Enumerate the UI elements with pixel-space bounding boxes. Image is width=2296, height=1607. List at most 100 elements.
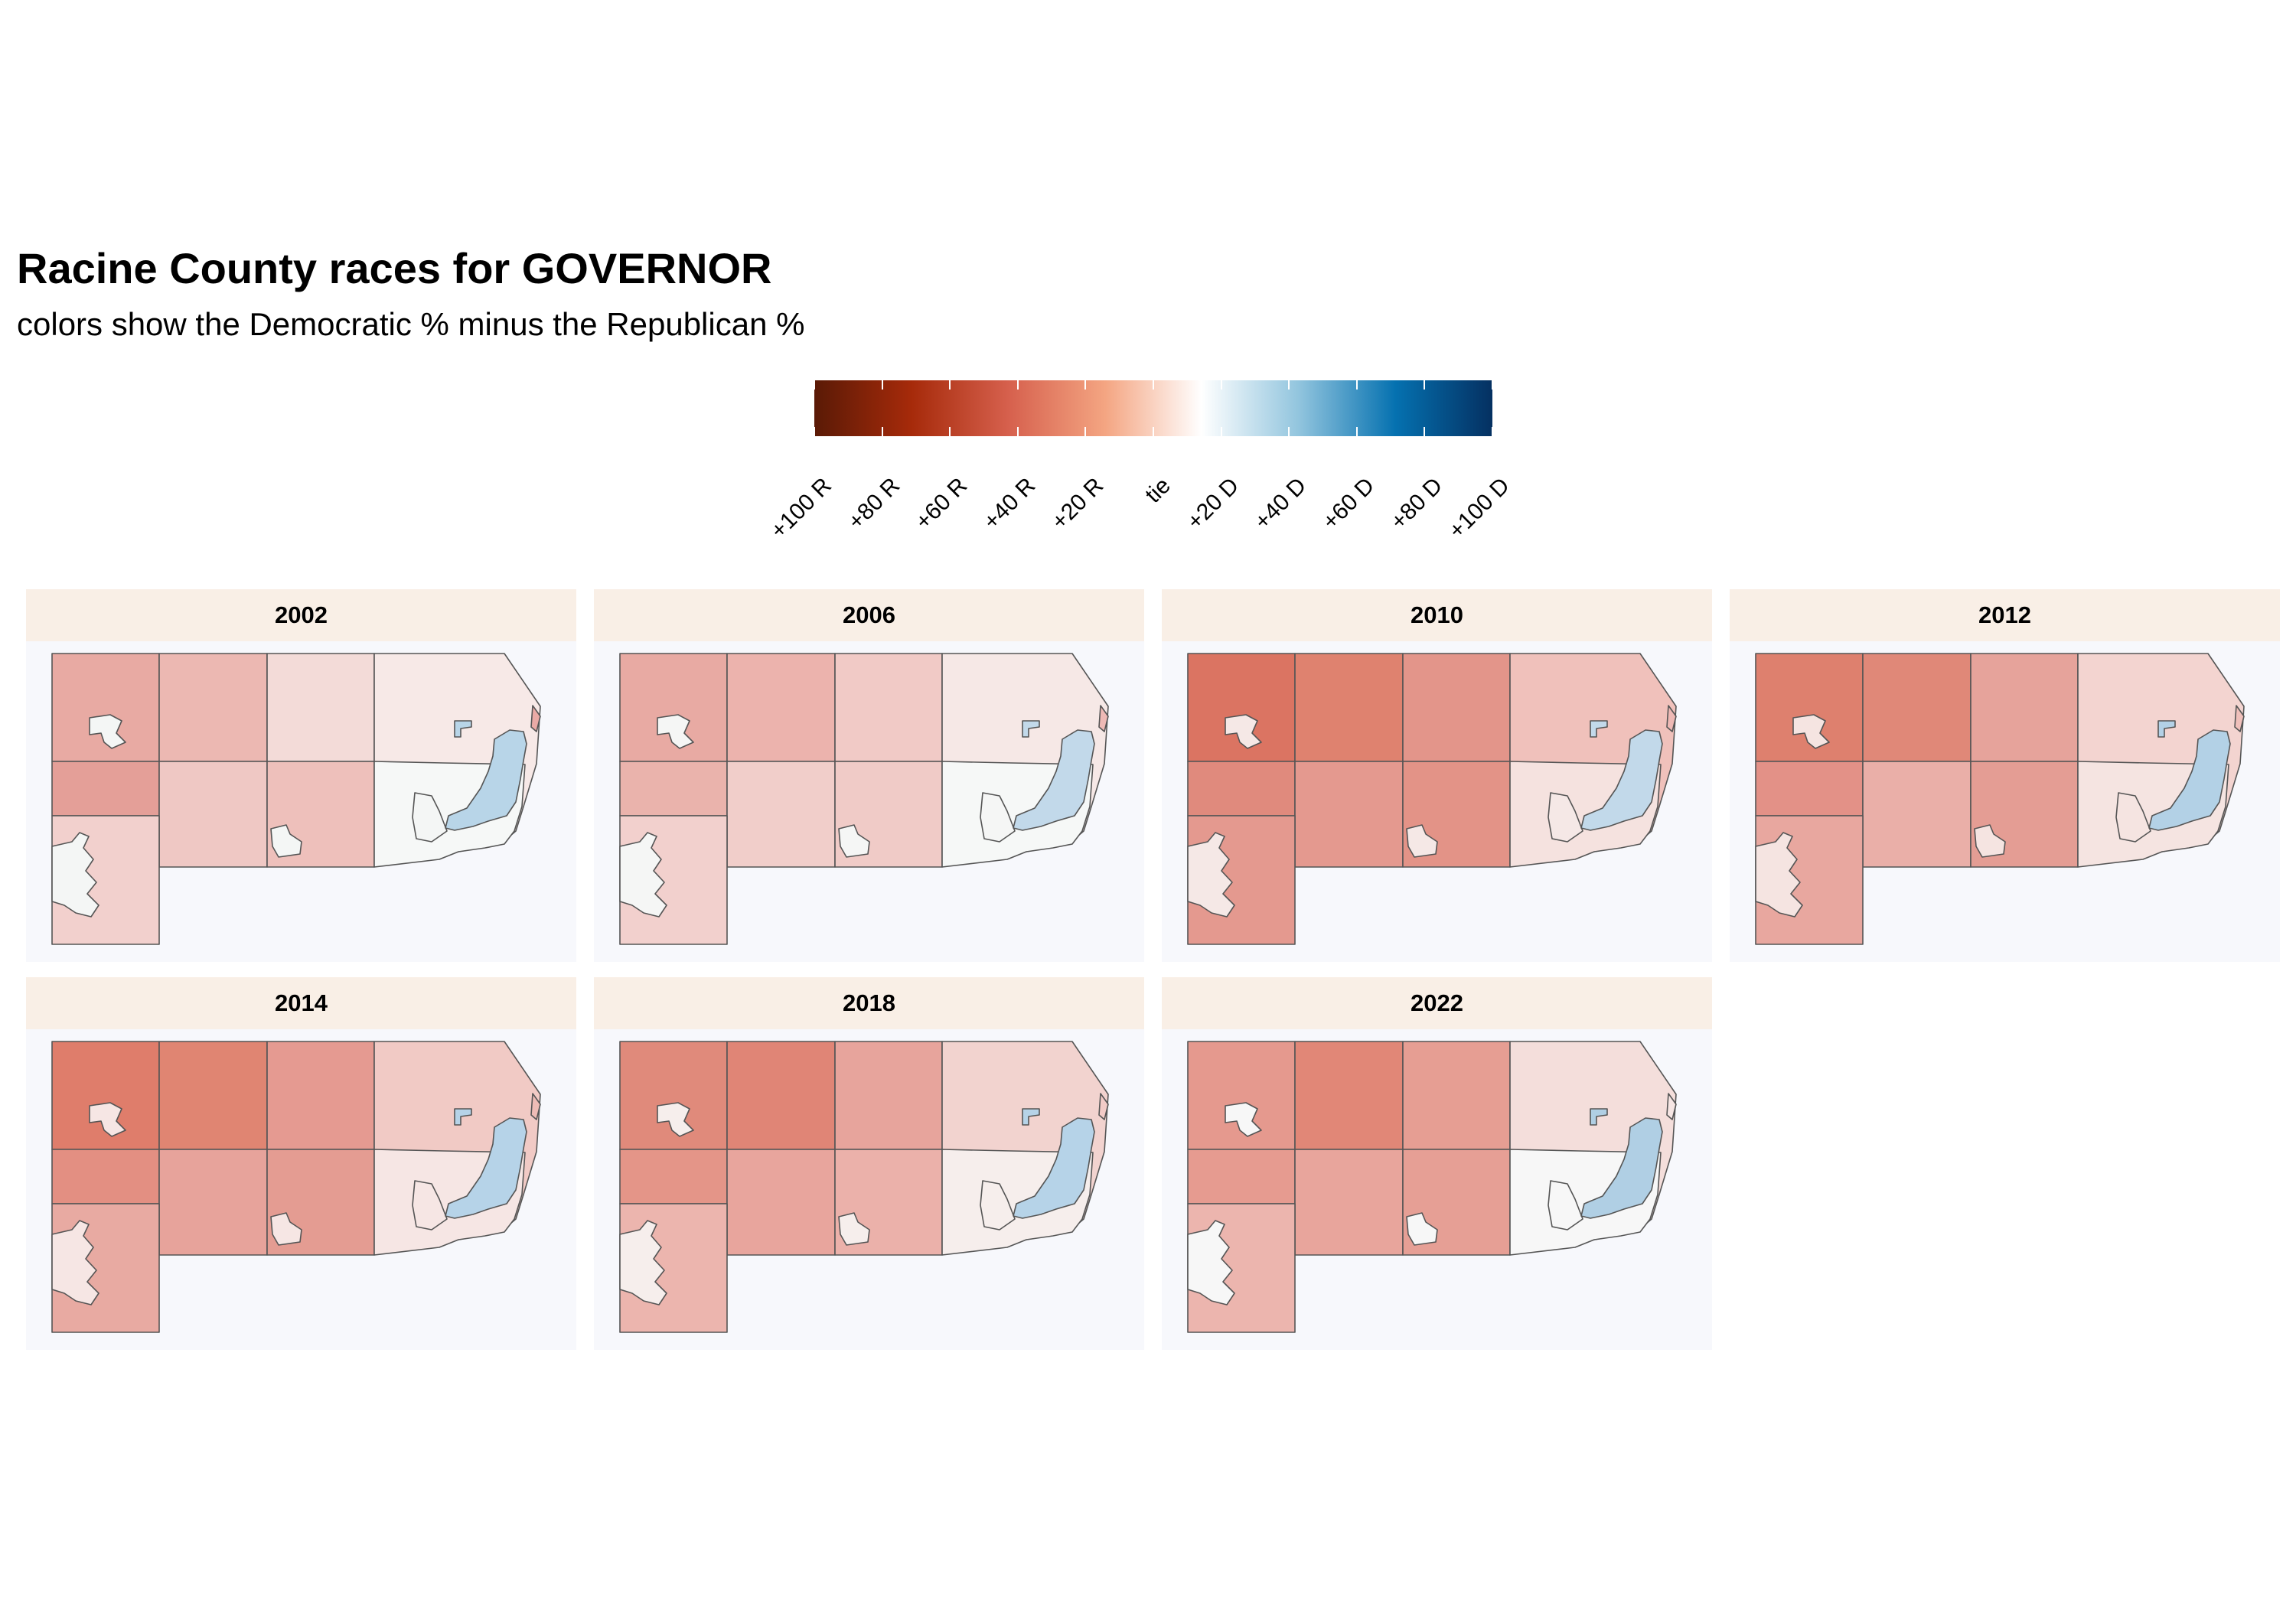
municipality-village [980,1180,1016,1231]
municipality-city [445,729,527,831]
municipality-w3 [266,653,375,762]
municipality-city [1022,1108,1040,1126]
municipality-s1 [51,761,160,817]
municipality-city [1580,1117,1663,1219]
municipality-city [1022,720,1040,738]
municipality-village [980,792,1016,843]
municipality-s2 [158,1149,268,1256]
municipality-s1 [51,1149,160,1204]
municipality-village [1974,824,2006,858]
municipality-village [412,792,448,843]
municipality-s1 [1187,1149,1296,1204]
legend-tick [1220,380,1222,436]
municipality-ne [530,1093,541,1120]
legend-tick-label: +80 R [843,473,905,535]
county-map [594,641,1144,962]
municipality-s1 [1187,761,1296,817]
map-panel-2014: 2014 [26,977,576,1350]
municipality-village [270,824,302,858]
municipality-village [619,1220,667,1305]
legend-tick-label: +100 D [1444,473,1515,544]
municipality-city [445,1117,527,1219]
municipality-city [1590,720,1608,738]
legend-tick-label: +60 D [1317,473,1380,535]
panel-year-label: 2018 [594,977,1144,1029]
municipality-village [1792,714,1830,749]
municipality-w2 [158,653,268,762]
municipality-w2 [726,653,836,762]
municipality-ne [530,705,541,732]
county-map [26,1029,576,1350]
county-map [26,641,576,962]
chart-title: Racine County races for GOVERNOR [17,244,772,292]
map-panel-2002: 2002 [26,589,576,962]
municipality-village [657,1102,694,1137]
municipality-village [1187,1220,1235,1305]
municipality-w3 [266,1041,375,1150]
municipality-village [1225,1102,1262,1137]
county-map [1162,641,1712,962]
municipality-w2 [726,1041,836,1150]
municipality-village [2115,792,2151,843]
municipality-village [838,824,870,858]
municipality-ne [1666,1093,1677,1120]
municipality-village [657,714,694,749]
municipality-w3 [1402,1041,1511,1150]
county-map [1162,1029,1712,1350]
legend-tick [1084,380,1087,436]
municipality-w3 [1970,653,2079,762]
county-map [1730,641,2280,962]
municipality-w2 [1862,653,1971,762]
municipality-city [454,720,472,738]
municipality-city [454,1108,472,1126]
municipality-city [2148,729,2231,831]
panel-year-label: 2002 [26,589,576,641]
municipality-w3 [834,1041,943,1150]
municipality-w3 [1402,653,1511,762]
municipality-village [1548,792,1583,843]
municipality-w1 [51,653,160,762]
municipality-w1 [619,1041,728,1150]
municipality-s1 [619,1149,728,1204]
legend-tick [1355,380,1358,436]
municipality-w2 [158,1041,268,1150]
municipality-village [412,1180,448,1231]
municipality-w1 [1755,653,1864,762]
legend-tick [1016,380,1019,436]
legend-tick [1492,380,1493,436]
legend-tick-label: +20 R [1046,473,1108,535]
legend-tick [881,380,883,436]
legend-tick [1153,380,1154,436]
municipality-village [89,1102,126,1137]
legend-tick-label: tie [1140,473,1176,508]
municipality-village [1406,824,1438,858]
map-panel-2022: 2022 [1162,977,1712,1350]
legend-tick-label: +20 D [1182,473,1244,535]
map-panel-2006: 2006 [594,589,1144,962]
municipality-village [1755,832,1803,918]
municipality-village [51,832,99,918]
municipality-s1 [619,761,728,817]
municipality-ne [2234,705,2245,732]
municipality-s2 [158,761,268,868]
municipality-village [838,1212,870,1246]
municipality-s2 [726,761,836,868]
municipality-city [1013,729,1095,831]
legend-tick-label: +40 D [1250,473,1312,535]
map-panel-2010: 2010 [1162,589,1712,962]
municipality-w3 [834,653,943,762]
municipality-w1 [1187,1041,1296,1150]
municipality-village [619,832,667,918]
municipality-village [51,1220,99,1305]
chart-subtitle: colors show the Democratic % minus the R… [17,306,805,342]
municipality-village [1406,1212,1438,1246]
panel-year-label: 2014 [26,977,576,1029]
municipality-ne [1098,705,1109,732]
municipality-city [1013,1117,1095,1219]
municipality-s1 [1755,761,1864,817]
municipality-village [89,714,126,749]
municipality-city [2157,720,2176,738]
legend-colorbar [814,380,1492,436]
municipality-ne [1666,705,1677,732]
legend-tick-label: +40 R [978,473,1041,535]
